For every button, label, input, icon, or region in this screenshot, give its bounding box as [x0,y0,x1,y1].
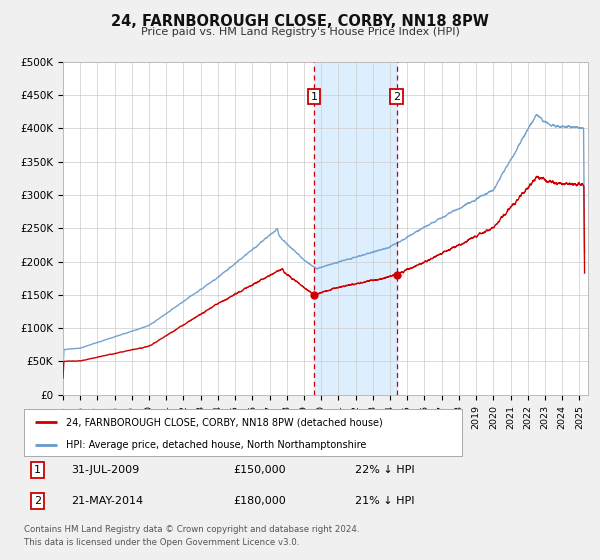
Text: 31-JUL-2009: 31-JUL-2009 [71,465,139,475]
Text: 1: 1 [34,465,41,475]
Bar [314,62,397,395]
Text: 1: 1 [310,92,317,101]
Text: 21-MAY-2014: 21-MAY-2014 [71,496,143,506]
Text: Price paid vs. HM Land Registry's House Price Index (HPI): Price paid vs. HM Land Registry's House … [140,27,460,37]
Text: 24, FARNBOROUGH CLOSE, CORBY, NN18 8PW: 24, FARNBOROUGH CLOSE, CORBY, NN18 8PW [111,14,489,29]
Text: £150,000: £150,000 [234,465,286,475]
Text: 22% ↓ HPI: 22% ↓ HPI [355,465,415,475]
Text: This data is licensed under the Open Government Licence v3.0.: This data is licensed under the Open Gov… [24,538,299,547]
Text: Contains HM Land Registry data © Crown copyright and database right 2024.: Contains HM Land Registry data © Crown c… [24,525,359,534]
Text: HPI: Average price, detached house, North Northamptonshire: HPI: Average price, detached house, Nort… [65,440,366,450]
Text: 21% ↓ HPI: 21% ↓ HPI [355,496,415,506]
Text: 2: 2 [393,92,400,101]
Text: 24, FARNBOROUGH CLOSE, CORBY, NN18 8PW (detached house): 24, FARNBOROUGH CLOSE, CORBY, NN18 8PW (… [65,417,382,427]
Text: 2: 2 [34,496,41,506]
Text: £180,000: £180,000 [234,496,287,506]
